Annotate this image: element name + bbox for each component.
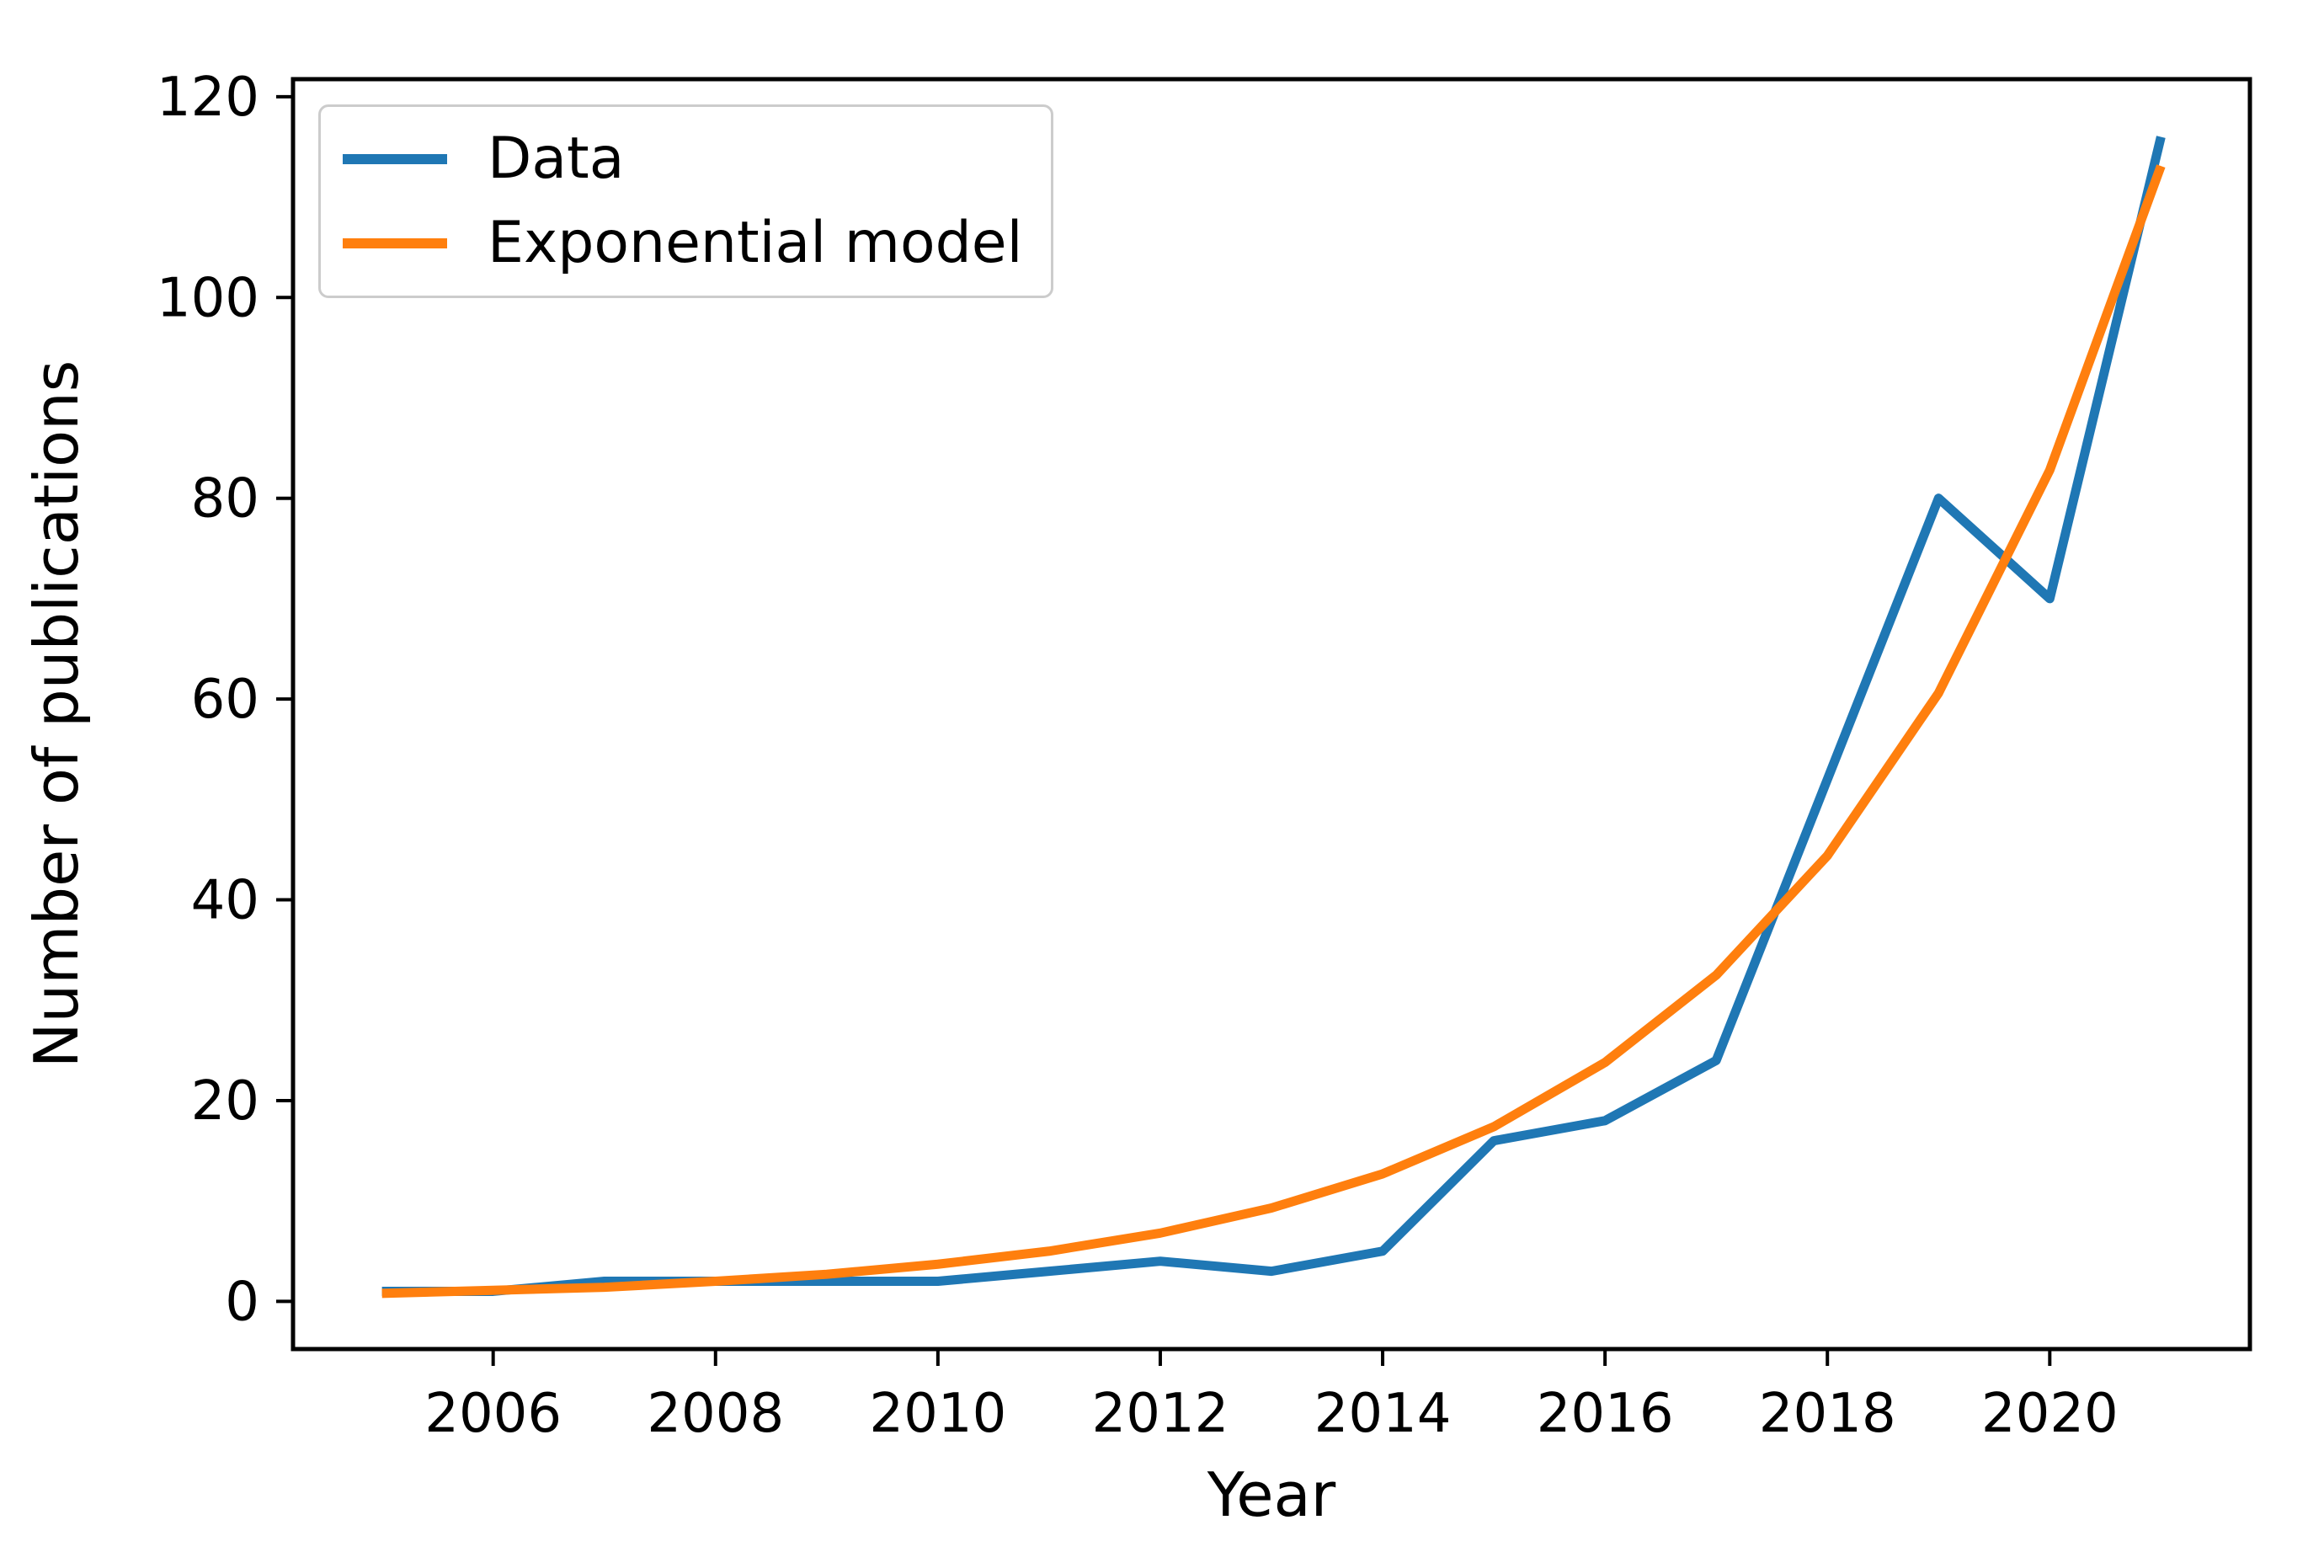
x-axis-label: Year (1207, 1459, 1336, 1530)
legend: Data Exponential model (318, 104, 1054, 298)
y-axis-tick-label: 120 (157, 67, 259, 129)
series-line-exponential-model (381, 164, 2166, 1299)
legend-label-exponential-model: Exponential model (488, 210, 1023, 276)
x-axis-tick-label: 2014 (1314, 1383, 1452, 1445)
x-axis-tick-label: 2008 (647, 1383, 784, 1445)
y-axis-tick-label: 0 (225, 1271, 259, 1333)
exponential-model-line-swatch (343, 238, 447, 248)
series-line-data (381, 136, 2166, 1296)
plot-border (290, 77, 2252, 1352)
x-axis-tick-label: 2016 (1537, 1383, 1674, 1445)
legend-label-data: Data (488, 125, 625, 192)
legend-item-data: Data (343, 131, 1022, 188)
y-axis-tick-label: 20 (191, 1070, 259, 1133)
x-axis-tick-label: 2012 (1092, 1383, 1229, 1445)
y-axis-label: Number of publications (21, 360, 92, 1069)
y-axis-tick-label: 60 (191, 669, 259, 731)
legend-item-exponential-model: Exponential model (343, 215, 1022, 272)
y-axis-tick-label: 40 (191, 870, 259, 932)
x-axis-tick-label: 2006 (424, 1383, 562, 1445)
x-axis-tick-label: 2018 (1759, 1383, 1896, 1445)
y-axis-tick-label: 80 (191, 468, 259, 531)
data-line-swatch (343, 154, 447, 164)
x-axis-tick-label: 2010 (869, 1383, 1006, 1445)
y-axis-tick-label: 100 (157, 267, 259, 329)
x-axis-tick-label: 2020 (1981, 1383, 2119, 1445)
